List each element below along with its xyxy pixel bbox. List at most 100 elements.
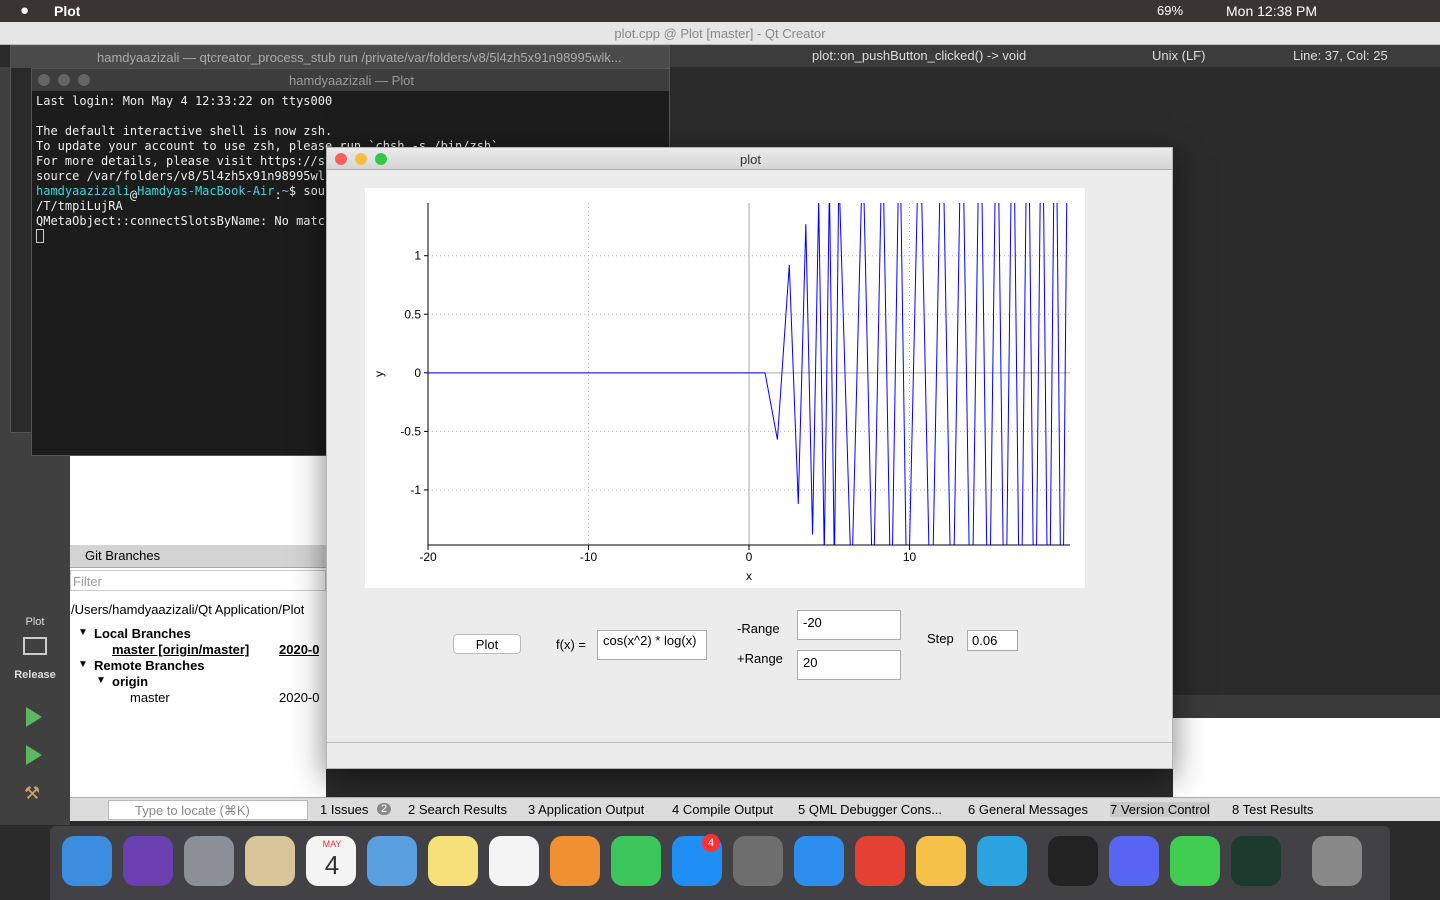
build-config[interactable]: Release	[14, 669, 56, 681]
dock-icon[interactable]	[62, 836, 112, 886]
step-label: Step	[927, 631, 954, 646]
remote[interactable]: origin	[112, 674, 149, 689]
prompt-host: Hamdyas-MacBook-Air	[137, 184, 275, 198]
dock: MAY 4 4	[50, 826, 1390, 900]
tree-arrow[interactable]: ▼	[78, 627, 88, 638]
monitor-icon	[23, 637, 47, 655]
data-line	[428, 203, 1068, 545]
dock-icon[interactable]	[733, 836, 783, 886]
dock-icon[interactable]	[306, 836, 356, 886]
y-tick-label: -0.5	[400, 424, 421, 438]
branch-date: 2020-0	[279, 690, 320, 705]
debug-button[interactable]	[26, 745, 42, 765]
dock-icon[interactable]	[184, 836, 234, 886]
run-button[interactable]	[26, 707, 42, 727]
terminal-line: /T/tmpiLujRA	[36, 199, 666, 214]
zoom[interactable]	[78, 74, 90, 86]
close[interactable]	[38, 74, 50, 86]
dock-icon[interactable]	[1231, 836, 1281, 886]
status-bar: Type to locate (⌘K) 1 Issues 2 Search Res…	[70, 797, 1440, 821]
chart: -1 -0.5 0 0.5 1 -20 -10 0 10 x y	[365, 188, 1085, 588]
terminal-line: Last login: Mon May 4 12:33:22 on ttys00…	[36, 94, 666, 109]
dock-icon[interactable]	[1170, 836, 1220, 886]
x-tick-label: -10	[580, 550, 598, 564]
plot-title: plot	[740, 152, 761, 167]
minimize[interactable]	[355, 153, 367, 165]
tree-arrow[interactable]: ▼	[78, 659, 88, 670]
locator[interactable]: Type to locate (⌘K)	[108, 800, 308, 820]
status-separator	[327, 742, 1172, 743]
prompt-user: hamdyaazizali	[36, 184, 130, 198]
repo-path: /Users/hamdyaazizali/Qt Application/Plot	[71, 602, 305, 617]
terminal-text: The default interactive shell is now zsh…	[36, 124, 333, 138]
terminal-line	[36, 109, 666, 124]
calendar-day: 4	[324, 850, 340, 880]
local-branches[interactable]: Local Branches	[94, 626, 191, 641]
remote-branches[interactable]: Remote Branches	[94, 658, 205, 673]
y-tick-label: 0	[414, 366, 421, 380]
output-tab[interactable]: 6 General Messages	[968, 802, 1088, 817]
function-combo[interactable]: plot::on_pushButton_clicked() -> void	[812, 48, 1027, 63]
dock-icon[interactable]	[245, 836, 295, 886]
branch[interactable]: master	[130, 690, 170, 705]
terminal-text: For more details, please visit https://s…	[36, 154, 340, 168]
plus-range-label: +Range	[737, 651, 783, 666]
dock-icon[interactable]	[794, 836, 844, 886]
terminal-line: source /var/folders/v8/5l4zh5x91n98995wl…	[36, 169, 666, 184]
dock-icon[interactable]	[428, 836, 478, 886]
app-name[interactable]: Plot	[54, 3, 81, 19]
creator-titlebar: plot.cpp @ Plot [master] - Qt Creator	[0, 22, 1440, 45]
dock-icon[interactable]	[916, 836, 966, 886]
editor-area	[70, 456, 326, 545]
output-bar	[1173, 695, 1440, 718]
step-input[interactable]: 0.06	[967, 630, 1018, 651]
branch[interactable]: master [origin/master]	[112, 642, 250, 657]
kit-project[interactable]: Plot	[25, 616, 45, 628]
dock-icon[interactable]	[977, 836, 1027, 886]
plot-button[interactable]: Plot	[453, 634, 521, 654]
close[interactable]	[335, 153, 347, 165]
output-tab[interactable]: 5 QML Debugger Cons...	[798, 802, 943, 817]
filter-input[interactable]: Filter	[70, 570, 326, 591]
line-ending[interactable]: Unix (LF)	[1152, 48, 1206, 63]
terminal-title: hamdyaazizali — Plot	[289, 73, 414, 88]
cursor-position[interactable]: Line: 37, Col: 25	[1293, 48, 1388, 63]
terminal-line: For more details, please visit https://s…	[36, 154, 666, 169]
git-title[interactable]: Git Branches	[85, 548, 161, 563]
output-tab[interactable]: 8 Test Results	[1232, 802, 1314, 817]
x-tick-label: 10	[903, 550, 917, 564]
git-branches-panel: Git Branches Filter /Users/hamdyaazizali…	[70, 545, 326, 797]
apple-icon[interactable]: ●	[20, 2, 30, 19]
dock-icon[interactable]	[855, 836, 905, 886]
dock-icon[interactable]	[1048, 836, 1098, 886]
battery[interactable]: 69%	[1157, 3, 1184, 18]
dock-icon[interactable]	[550, 836, 600, 886]
clock[interactable]: Mon 12:38 PM	[1226, 3, 1318, 19]
zoom[interactable]	[375, 153, 387, 165]
output-tab[interactable]: 2 Search Results	[408, 802, 507, 817]
build-button[interactable]: ⚒	[24, 783, 41, 803]
terminal-titlebar: hamdyaazizali — Plot	[32, 69, 669, 91]
process-titlebar: hamdyaazizali — qtcreator_process_stub r…	[11, 46, 669, 68]
output-tab[interactable]: 3 Application Output	[528, 802, 645, 817]
plot-titlebar: plot	[327, 148, 1172, 170]
minus-range-input[interactable]: -20	[797, 610, 901, 640]
output-tab[interactable]: 4 Compile Output	[672, 802, 774, 817]
cursor	[36, 229, 44, 243]
output-tab[interactable]: 1 Issues	[320, 802, 369, 817]
dock-icon[interactable]	[123, 836, 173, 886]
y-tick-label: 1	[414, 249, 421, 263]
dock-icon[interactable]	[611, 836, 661, 886]
issues-badge: 2	[377, 803, 392, 815]
dock-icon[interactable]	[1109, 836, 1159, 886]
dock-icon[interactable]	[367, 836, 417, 886]
dock-icon[interactable]	[1312, 836, 1362, 886]
minimize[interactable]	[58, 74, 70, 86]
tree-arrow[interactable]: ▼	[96, 675, 106, 686]
output-tab[interactable]: 7 Version Control	[1110, 802, 1210, 817]
fx-input[interactable]: cos(x^2) * log(x)	[597, 630, 707, 660]
plus-range-input[interactable]: 20	[797, 650, 901, 680]
y-axis-label: y	[372, 371, 386, 377]
dock-icon[interactable]	[489, 836, 539, 886]
